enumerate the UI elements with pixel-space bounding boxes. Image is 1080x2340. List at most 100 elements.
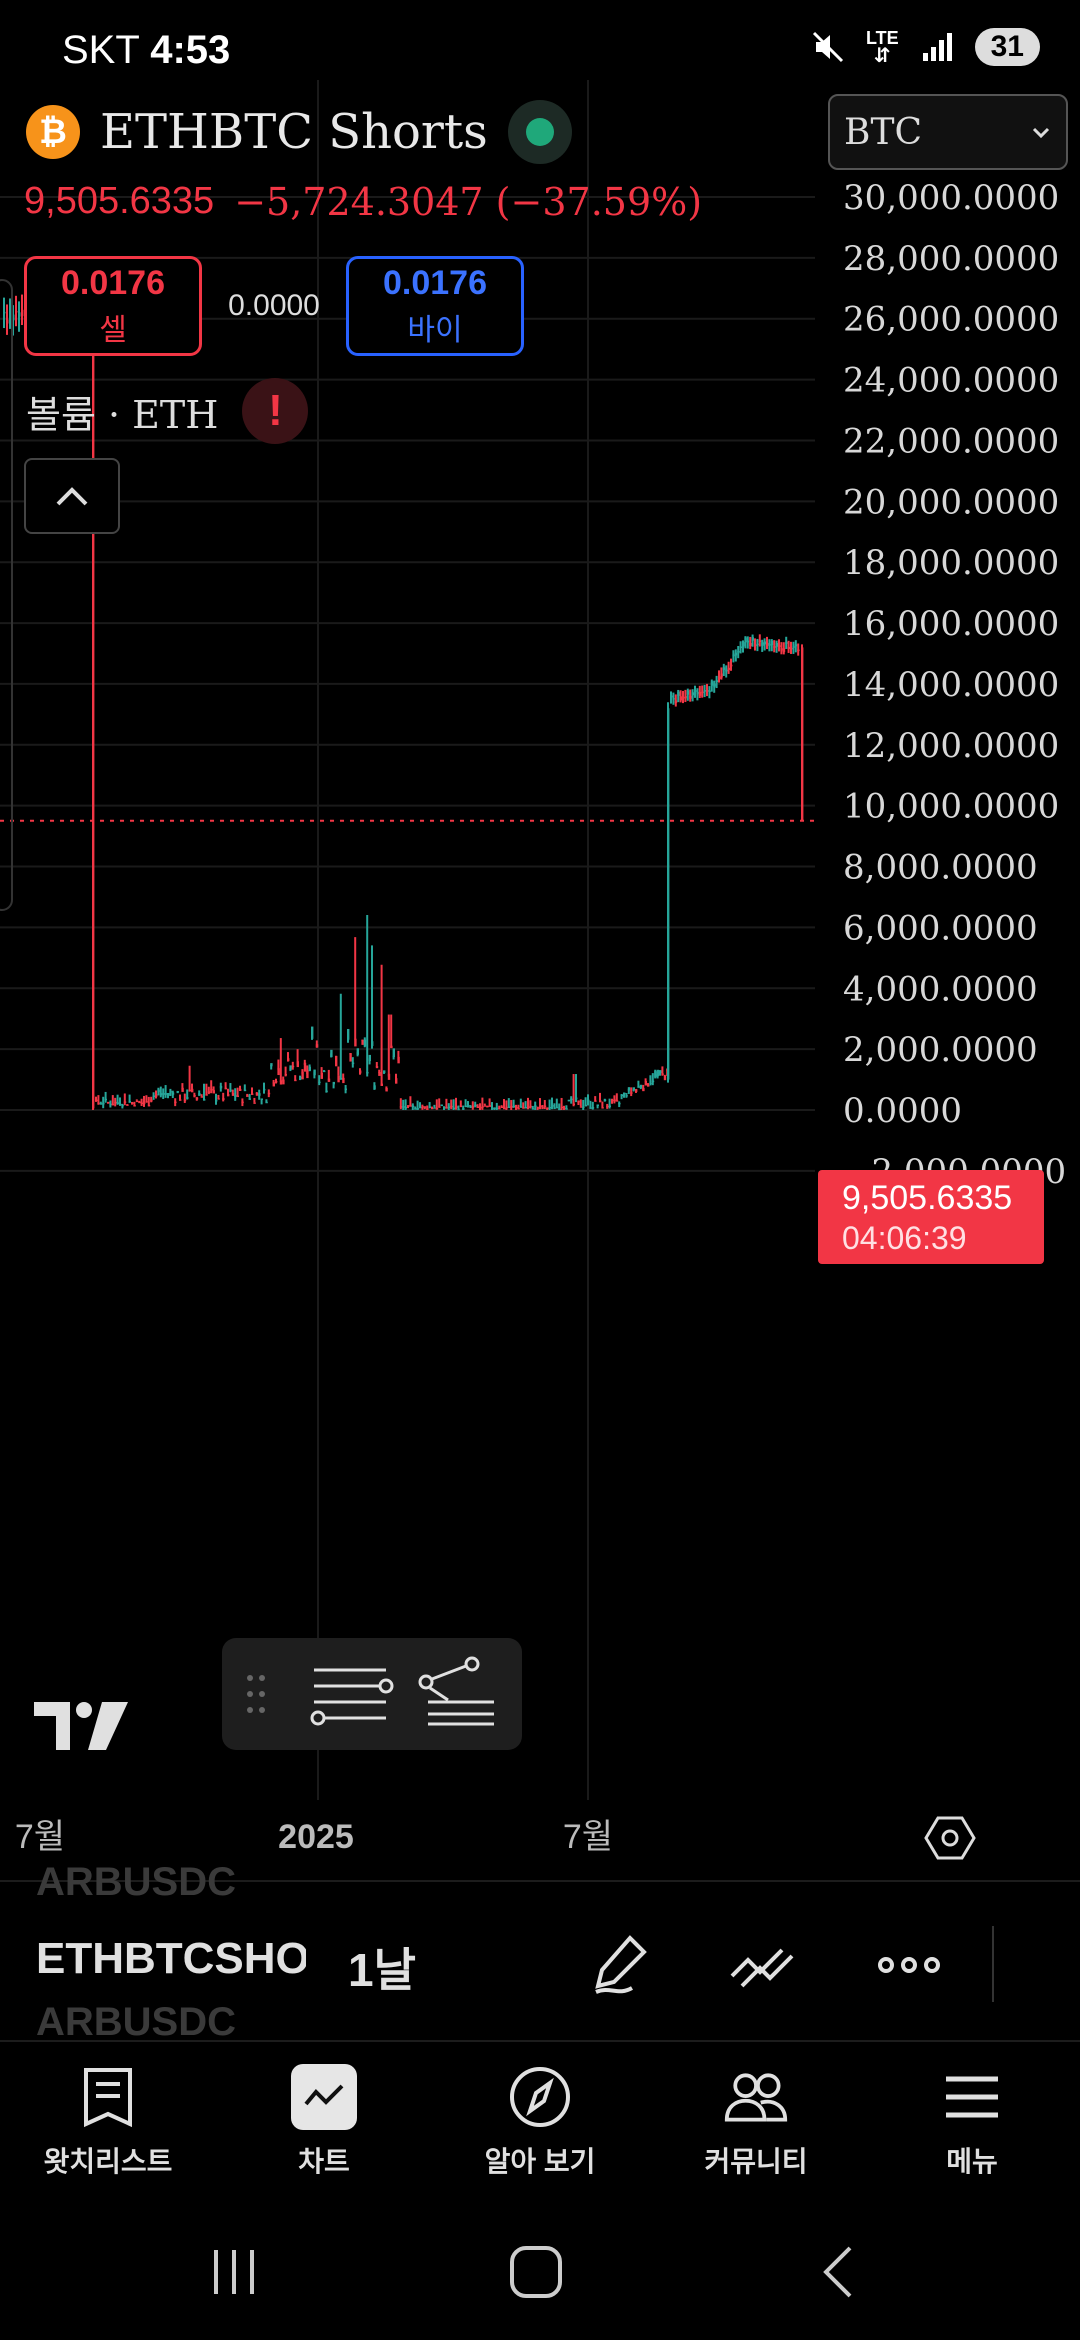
y-tick-label: 26,000.0000 [843,300,1059,340]
candle-body [522,1107,525,1109]
candle-body [546,1107,549,1110]
market-status-icon[interactable] [507,100,572,164]
chart-settings-icon[interactable] [924,1812,976,1864]
back-icon[interactable] [810,2242,870,2302]
candle-body [677,691,680,697]
symbol-title[interactable]: ETHBTC Shorts [100,104,488,160]
sell-button[interactable]: 0.0176 셀 [24,256,202,356]
candle-body [686,690,690,695]
symbol-selector[interactable]: ETHBTCSHORTS [36,1934,306,1983]
horizontal-lines-tool-icon[interactable] [310,1660,394,1728]
candle-body [289,1065,292,1070]
candle-body [222,1098,225,1100]
draw-pencil-icon[interactable] [588,1930,658,2000]
currency-select[interactable]: BTC [828,94,1068,170]
candle-body [171,1092,175,1095]
collapse-legend-button[interactable] [24,458,120,534]
candle-body [661,1073,664,1075]
candle-body [143,1102,146,1105]
candle-body [758,640,762,642]
candle-body [703,690,706,692]
nav-label-watchlist: 왓치리스트 [43,2146,173,2177]
candle-body [775,642,778,647]
system-navigation-bar [0,2200,1080,2340]
candle-body [21,309,24,317]
candle-body [313,1069,316,1076]
candle-body [207,1091,211,1094]
candle-body [315,1044,319,1048]
nav-item-chart[interactable]: 차트 [216,2042,432,2200]
more-options-icon[interactable] [874,1930,944,2000]
volume-indicator[interactable]: 볼륨 · ETH ! [26,378,309,444]
spread-value: 0.0000 [228,289,320,322]
nav-item-menu[interactable]: 메뉴 [864,2042,1080,2200]
price-chart[interactable]: 30,000.0000 28,000.0000 26,000.0000 24,000.… [0,80,1080,1880]
candle-body [419,1106,422,1109]
indicators-icon[interactable] [728,1930,798,2000]
x-tick-label: 2025 [278,1818,354,1856]
candle-body [251,1093,254,1095]
nav-item-community[interactable]: 커뮤니티 [648,2042,864,2200]
candle-body [169,1090,172,1093]
candle-body [15,311,18,313]
nav-item-explore[interactable]: 알아 보기 [432,2042,648,2200]
candle-body [455,1106,458,1108]
candle-body [524,1107,527,1109]
y-tick-label: 2,000.0000 [843,1030,1038,1070]
candle-body [205,1094,208,1096]
recent-apps-icon[interactable] [204,2242,264,2302]
candle-body [751,637,754,641]
nav-item-watchlist[interactable]: 왓치리스트 [0,2042,216,2200]
candle-body [243,1089,247,1092]
candle-body [782,648,786,653]
candle-body [706,689,709,692]
candle-body [467,1105,470,1107]
candle-body [734,652,738,656]
candle-body [445,1107,448,1109]
candle-body [770,640,774,646]
candle-body [651,1080,655,1083]
trend-lines-tool-icon[interactable] [418,1656,502,1728]
candle-body [193,1095,196,1097]
candle-body [387,1073,391,1080]
candle-body [611,1099,614,1102]
candle-body [599,1100,602,1102]
candle-body [138,1101,141,1104]
chart-area[interactable]: 30,000.0000 28,000.0000 26,000.0000 24,000.… [0,80,1080,1880]
candle-body [627,1087,631,1091]
home-icon[interactable] [506,2242,566,2302]
candle-body [287,1058,290,1062]
battery-badge: 31 [974,28,1040,66]
candle-body [623,1092,626,1095]
candle-body [780,648,783,651]
candle-body [476,1106,479,1109]
warning-icon[interactable]: ! [242,378,309,444]
community-icon [723,2064,789,2130]
candle-body [423,1106,427,1108]
candle-body [109,1103,112,1106]
candle-body [447,1106,451,1109]
candle-body [647,1084,650,1087]
candle-body [637,1086,640,1088]
candle-body [471,1106,475,1108]
candle-body [507,1106,511,1109]
candle-body [790,647,793,650]
buy-button[interactable]: 0.0176 바이 [346,256,524,356]
candle-body [135,1100,139,1103]
candle-body [270,1063,273,1067]
y-tick-label: 20,000.0000 [843,482,1059,522]
candle-body [529,1105,532,1108]
candle-body [157,1089,160,1093]
interval-selector[interactable]: 1날 [348,1944,416,1996]
candle-body [426,1108,429,1110]
candle-body [433,1107,436,1109]
candle-body [347,1028,350,1040]
symbol-header[interactable]: ₿ ETHBTC Shorts [26,100,572,164]
candle-body [263,1088,266,1091]
candle-body [459,1105,463,1108]
candle-body [725,669,728,672]
candle-body [565,1108,568,1110]
candle-body [469,1106,472,1108]
candle-body [349,1053,352,1062]
drag-handle-icon[interactable] [244,1672,268,1716]
